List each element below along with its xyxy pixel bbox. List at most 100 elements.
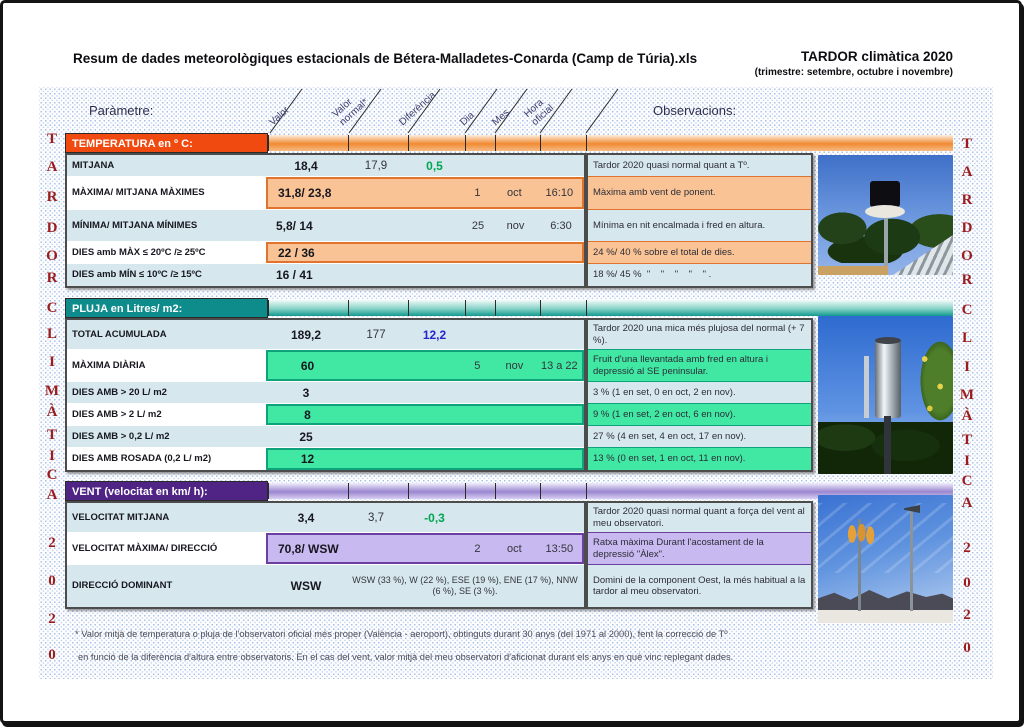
observation-cell: 3 % (1 en set, 0 en oct, 2 en nov). [588,382,811,404]
caption-letter: 0 [48,573,56,589]
valor-cell: 31,8/ 23,8 [278,186,332,200]
section-header-band [268,300,953,316]
hora-cell [538,503,584,532]
table-row: TOTAL ACUMULADA 189,2 177 12,2 [67,320,584,350]
band-tick [408,483,409,499]
dia-cell [463,244,493,261]
vent-table: VELOCITAT MITJANA 3,4 3,7 -0,3 VELOCITAT MÀX… [65,501,586,609]
valor-cell: WSW [290,579,322,593]
band-tick [268,135,269,151]
row-param-label: DIES AMB > 2 L/ m2 [72,408,162,420]
observation-cell: Domini de la component Oest, la més habi… [588,565,811,607]
valor-cell: 60 [300,358,315,373]
row-values: 16 / 41 [266,264,584,286]
observation-cell: 13 % (0 en set, 1 en oct, 11 en nov). [588,448,811,470]
row-values: WSW WSW (33 %), W (22 %), ESE (19 %), ENE… [266,565,584,607]
mes-cell [493,503,538,532]
valor-cell: 189,2 [290,327,322,342]
mes-cell [493,264,538,286]
band-tick [540,483,541,499]
lemon-tree [909,326,953,436]
caption-letter: A [961,164,973,180]
table-row: VELOCITAT MITJANA 3,4 3,7 -0,3 [67,503,584,533]
section-header-band [268,483,953,499]
band-tick [348,300,349,316]
anemometer-photo [818,495,953,623]
row-values: 22 / 36 [266,242,584,263]
mes-cell [492,450,536,468]
hora-cell [537,244,582,261]
valor-cell: 25 [299,429,313,444]
valor-normal-cell [346,210,406,241]
band-tick [268,483,269,499]
wall-strip [818,266,888,275]
diferencia-cell [406,244,462,261]
table-row: MÀXIMA DIÀRIA 60 5 nov 13 a 22 [67,350,584,382]
caption-letter: R [961,272,973,288]
hora-cell [538,320,584,349]
caption-letter: À [46,404,58,420]
dia-cell: 5 [474,359,481,372]
caption-letter: L [46,326,57,342]
row-values: 3 [266,382,584,403]
diferencia-cell: -0,3 [424,510,445,525]
valor-cell: 70,8/ WSW [278,541,339,556]
row-values: 18,4 17,9 0,5 [266,155,584,176]
station-shield [865,205,905,218]
season-subtitle: (trimestre: setembre, octubre i novembre… [754,67,953,78]
diferencia-cell [406,179,462,207]
valor-normal-cell [346,426,406,447]
wind-vane [904,505,920,513]
observation-cell: Ratxa màxima Durant l'acostament de la d… [588,533,811,565]
page-title: Resum de dades meteorològiques estaciona… [73,51,698,66]
band-tick [465,483,466,499]
row-param-label: DIES AMB ROSADA (0,2 L/ m2) [72,453,212,465]
caption-letter: M [44,383,60,399]
section-title-temperatura: TEMPERATURA en º C: [65,133,268,153]
dia-cell [463,155,493,176]
band-tick [268,300,269,316]
diferencia-cell [406,450,462,468]
caption-letter: 2 [963,607,971,623]
band-tick [586,135,587,151]
table-row: DIES amb MÀX ≤ 20ºC /≥ 25ºC 22 / 36 [67,242,584,264]
mes-cell [493,320,538,349]
caption-letter: 0 [48,647,56,663]
caption-letter: C [46,300,58,316]
caption-letter: R [961,192,973,208]
row-param-label: MÀXIMA/ MITJANA MÀXIMES [72,187,205,199]
valor-cell: 12 [300,452,315,466]
station-pole [884,199,888,269]
table-row: DIES AMB ROSADA (0,2 L/ m2) 12 [67,448,584,470]
observation-cell: Tardor 2020 una mica més plujosa del nor… [588,320,811,350]
anemometer-blades [844,521,876,547]
white-wall [818,610,953,623]
caption-letter: I [964,359,970,375]
mes-cell: nov [506,219,525,232]
caption-letter: 2 [48,611,56,627]
section-header-band [268,135,953,151]
row-param-label: MITJANA [72,159,115,171]
hora-cell [538,155,584,176]
table-row: VELOCITAT MÀXIMA/ DIRECCIÓ 70,8/ WSW 2 oct 1… [67,533,584,565]
band-tick [495,483,496,499]
caption-letter: 0 [963,575,971,591]
row-values: 3,4 3,7 -0,3 [266,503,584,532]
table-row: DIES AMB > 20 L/ m2 3 [67,382,584,404]
wind-vane-pole [910,511,913,611]
valor-normal-cell: 3,7 [368,511,384,524]
mes-cell [493,426,538,447]
band-tick [586,300,587,316]
dia-cell [463,450,493,468]
row-values: 189,2 177 12,2 [266,320,584,349]
dia-cell: 25 [471,219,485,232]
caption-letter: D [961,220,973,236]
row-param-label: MÍNIMA/ MITJANA MÍNIMES [72,219,198,231]
diferencia-cell [406,426,463,447]
caption-letter: T [961,432,972,448]
observations-column-header: Observacions: [653,103,737,118]
weather-station-photo [818,155,953,275]
caption-letter: A [961,495,973,511]
diferencia-cell [406,535,462,562]
row-param-label: DIRECCIÓ DOMINANT [72,580,173,592]
